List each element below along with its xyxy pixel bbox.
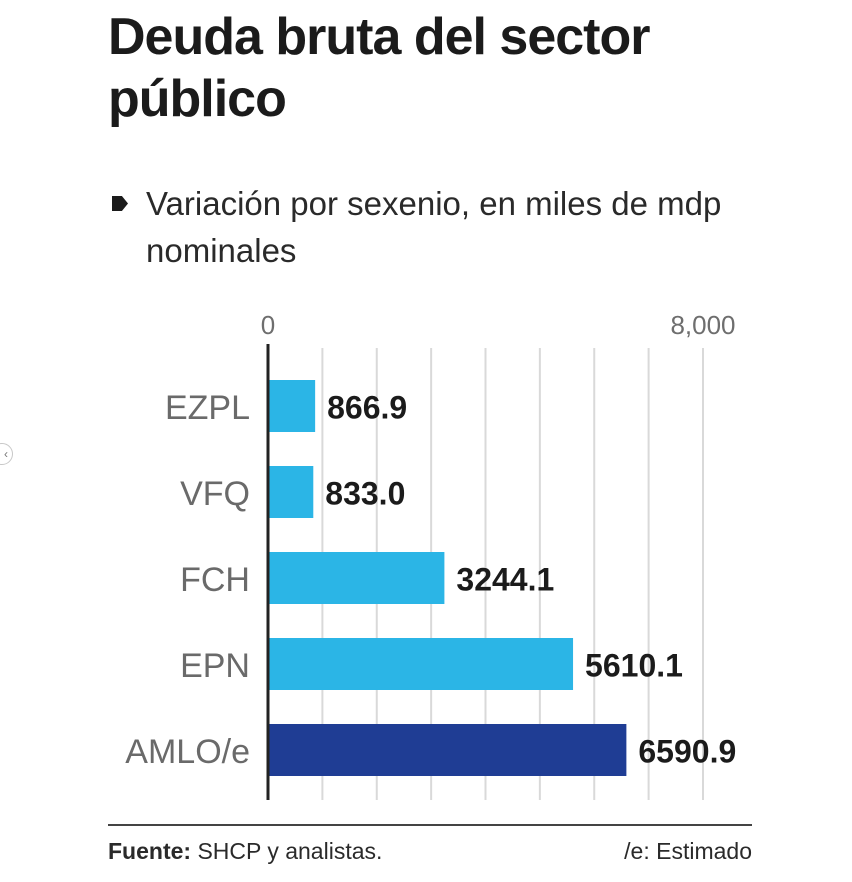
category-label-vfq: VFQ — [180, 475, 250, 513]
bar-epn — [268, 638, 574, 690]
category-label-epn: EPN — [180, 647, 250, 685]
value-label-fch: 3244.1 — [456, 561, 554, 597]
bar-layer: EZPL 866.9 VFQ 833.0 FCH 3244.1 EPN 5610.1 AMLO/… — [125, 380, 736, 776]
bar-fch — [268, 552, 445, 604]
bar-chart: 0 8,000 EZPL 866.9 VFQ 833.0 FCH 3244.1 EPN 561… — [125, 310, 736, 800]
category-label-ezpl: EZPL — [165, 389, 250, 427]
chart-title: Deuda bruta del sector público — [108, 8, 650, 128]
bar-amlo-e — [268, 724, 627, 776]
category-label-fch: FCH — [180, 561, 250, 599]
source-label: Fuente: — [108, 838, 192, 864]
chevron-left-icon: ‹ — [4, 447, 8, 461]
bullet-arrow-icon — [112, 196, 128, 211]
category-label-amlo-e: AMLO/e — [125, 733, 250, 771]
value-label-ezpl: 866.9 — [327, 389, 407, 425]
x-tick-label-8000: 8,000 — [670, 310, 735, 340]
footer-divider — [108, 824, 752, 826]
source-text: SHCP y analistas. — [191, 838, 383, 864]
footer: Fuente: SHCP y analistas. /e: Estimado — [108, 838, 752, 865]
chart-subtitle: Variación por sexenio, en miles de mdp n… — [146, 185, 722, 269]
x-tick-label-0: 0 — [261, 310, 275, 340]
bar-vfq — [268, 466, 314, 518]
value-label-amlo-e: 6590.9 — [638, 733, 736, 769]
value-label-vfq: 833.0 — [325, 475, 405, 511]
value-label-epn: 5610.1 — [585, 647, 683, 683]
estimate-footnote: /e: Estimado — [624, 838, 752, 864]
bar-ezpl — [268, 380, 316, 432]
